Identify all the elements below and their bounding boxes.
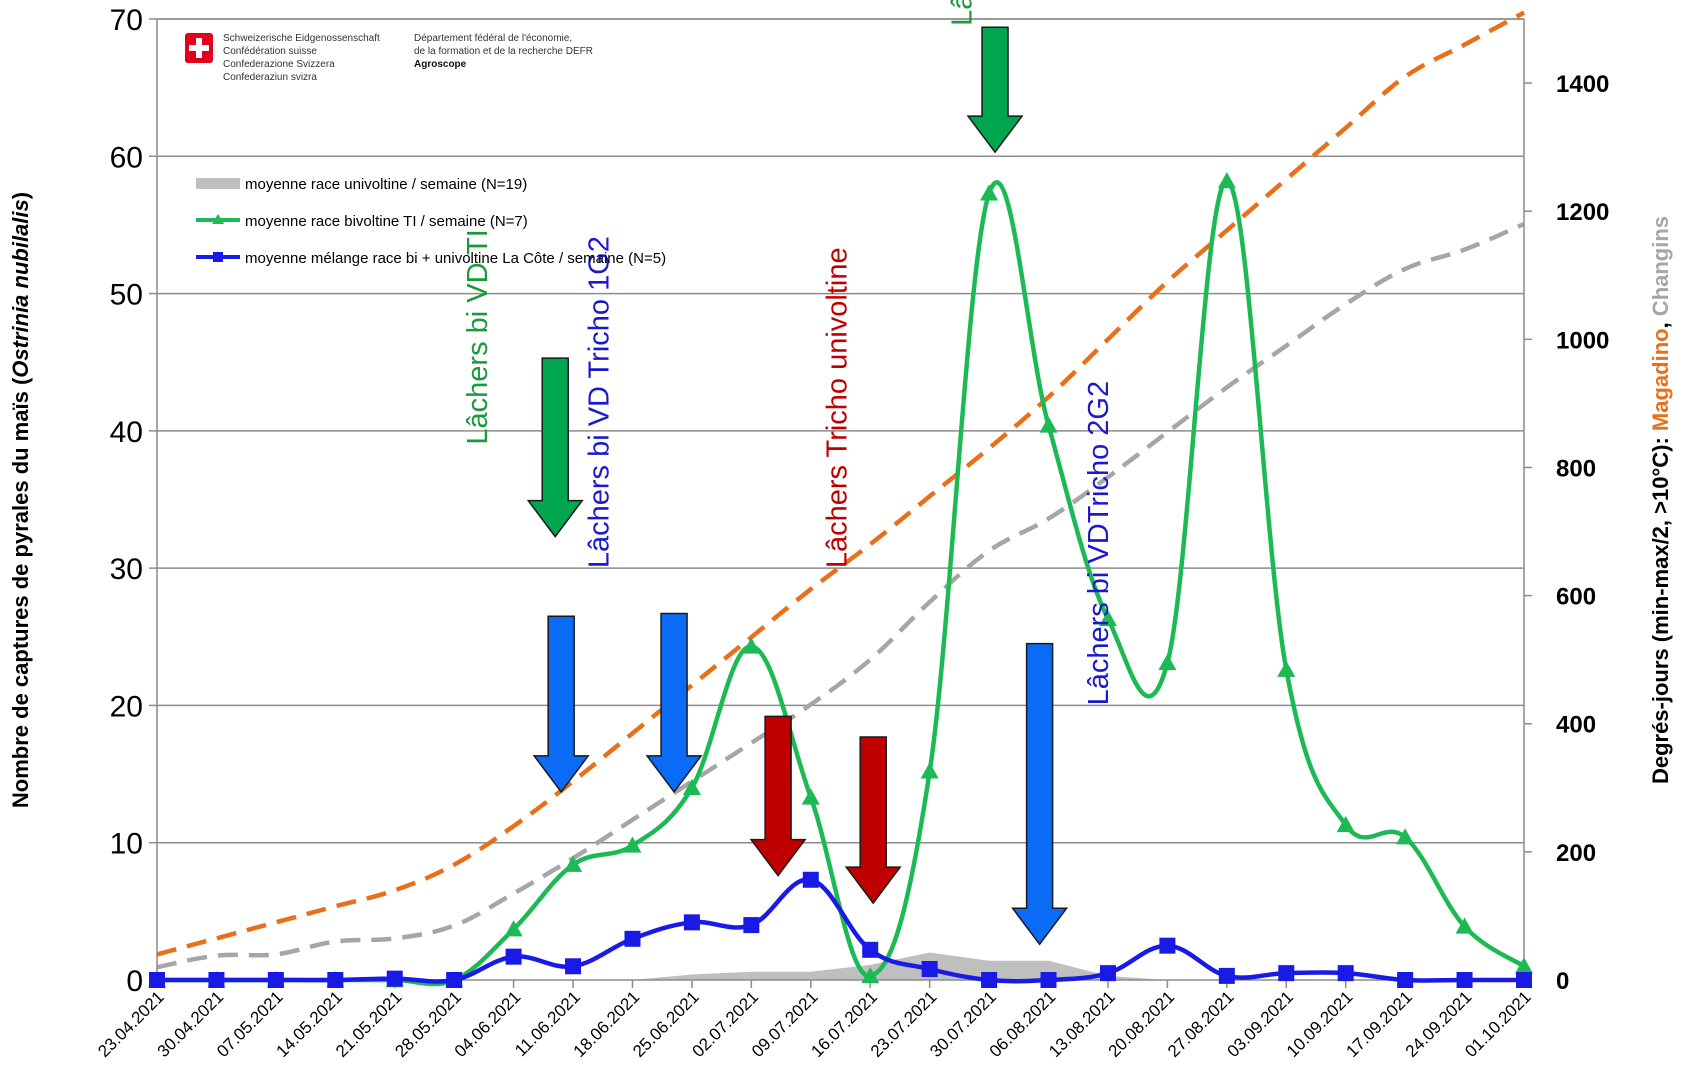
header-left-line-2: Confédération suisse [223, 46, 317, 57]
series-degree-days-4 [156, 221, 1525, 970]
annotation-3: Lâchers bi VD TI [946, 0, 978, 26]
release-arrow-0 [526, 357, 584, 538]
bivoltine-point-19 [1277, 660, 1296, 677]
series-line-2 [157, 877, 1524, 984]
melange-point-8 [624, 930, 641, 947]
melange-point-1 [208, 972, 225, 988]
series-univoltine-area [157, 952, 1524, 980]
melange-point-22 [1456, 972, 1473, 988]
y-axis-left-label: Nombre de captures de pyrales du maïs (O… [8, 192, 33, 808]
annotation-1: Lâchers bi VD Tricho 1G2 [584, 236, 616, 568]
y2-tick-label-7: 1400 [1556, 71, 1609, 98]
y2-tick-label-2: 400 [1556, 712, 1596, 739]
y-axis-right-label: Degrés-jours (min-max/2, >10°C): Magadin… [1648, 216, 1673, 784]
melange-point-13 [921, 961, 938, 978]
header-right-bold: Agroscope [414, 59, 467, 70]
arrows-layer [526, 26, 1069, 946]
y2-tick-label-3: 600 [1556, 584, 1596, 611]
bivoltine-point-10 [742, 637, 761, 654]
bivoltine-point-13 [920, 762, 939, 779]
legend-label-univoltine: moyenne race univoltine / semaine (N=19) [245, 176, 527, 193]
federal-header: Schweizerische Eidgenossenschaft Confédé… [185, 33, 593, 83]
y-tick-label-0: 0 [126, 965, 143, 998]
melange-point-0 [149, 972, 165, 988]
header-right-line-1: Département fédéral de l'économie, [414, 33, 572, 44]
melange-point-20 [1337, 965, 1354, 982]
swiss-flag-icon [185, 33, 213, 63]
y-tick-label-5: 50 [110, 279, 143, 312]
bivoltine-point-18 [1217, 171, 1236, 189]
y-tick-label-7: 70 [110, 4, 143, 37]
melange-point-18 [1218, 967, 1235, 984]
y2-tick-label-5: 1000 [1556, 327, 1609, 354]
melange-point-16 [1099, 965, 1116, 982]
header-left-line-4: Confederaziun svizra [223, 72, 317, 83]
release-arrow-6 [1011, 642, 1069, 946]
annotation-4: Lâchers bi VDTricho 2G2 [1083, 381, 1115, 706]
melange-point-7 [565, 958, 582, 975]
series-degree-days-3 [156, 10, 1526, 957]
legend-marker-bivoltine [212, 214, 224, 224]
bivoltine-point-8 [623, 836, 642, 853]
annotations-layer: Lâchers bi VD TI Lâchers bi VD Tricho 1G2… [462, 0, 1115, 705]
release-arrow-5 [966, 26, 1024, 154]
release-arrow-4 [844, 736, 902, 905]
series-line-1 [157, 178, 1526, 987]
y-tick-label-6: 60 [110, 141, 143, 174]
release-arrow-1 [532, 615, 590, 794]
melange-point-21 [1397, 972, 1414, 988]
release-arrow-3 [749, 715, 807, 877]
univoltine-area-layer [157, 952, 1524, 980]
bivoltine-point-21 [1396, 828, 1415, 845]
melange-point-12 [862, 941, 879, 958]
y-tick-label-2: 20 [110, 690, 143, 723]
annotation-0: Lâchers bi VD TI [462, 229, 494, 444]
bivoltine-point-15 [1039, 416, 1058, 433]
degree-days-layer [156, 10, 1526, 970]
melange-point-11 [802, 871, 819, 888]
bivoltine-point-16 [1098, 609, 1117, 627]
bivoltine-point-22 [1455, 917, 1474, 934]
bivoltine-point-23 [1515, 957, 1533, 974]
melange-point-15 [1040, 972, 1057, 988]
header-right-line-2: de la formation et de la recherche DEFR [414, 46, 593, 57]
melange-point-3 [327, 972, 344, 988]
legend-swatch-univoltine [196, 178, 240, 189]
bivoltine-point-20 [1336, 815, 1355, 833]
bivoltine-point-7 [564, 855, 583, 872]
legend-label-bivoltine: moyenne race bivoltine TI / semaine (N=7… [245, 213, 528, 230]
y-tick-label-1: 10 [110, 828, 143, 861]
bivoltine-point-9 [682, 778, 701, 795]
legend: moyenne race univoltine / semaine (N=19)… [196, 176, 666, 267]
melange-point-23 [1516, 972, 1532, 988]
y2-tick-label-4: 800 [1556, 455, 1596, 482]
melange-point-6 [505, 948, 522, 965]
annotation-2: Lâchers Tricho univoltine [821, 247, 853, 568]
bivoltine-point-11 [801, 788, 820, 805]
y-tick-label-4: 40 [110, 416, 143, 449]
header-left-line-1: Schweizerische Eidgenossenschaft [223, 33, 380, 44]
melange-point-17 [1159, 937, 1176, 954]
y2-tick-label-6: 1200 [1556, 199, 1609, 226]
melange-point-10 [743, 917, 760, 934]
bivoltine-point-14 [980, 184, 999, 201]
y2-tick-label-1: 200 [1556, 840, 1596, 867]
legend-marker-melange [213, 252, 223, 262]
melange-point-5 [446, 972, 463, 988]
markers-layer [148, 171, 1533, 988]
melange-point-19 [1278, 965, 1295, 982]
bivoltine-point-17 [1158, 653, 1177, 671]
y-tick-label-3: 30 [110, 553, 143, 586]
header-left-line-3: Confederazione Svizzera [223, 59, 335, 70]
legend-label-melange: moyenne mélange race bi + univoltine La … [245, 250, 666, 267]
melange-point-2 [267, 972, 284, 988]
release-arrow-2 [645, 612, 703, 794]
bivoltine-point-6 [504, 920, 523, 937]
melange-point-9 [683, 914, 700, 931]
melange-point-14 [981, 972, 998, 988]
melange-point-4 [386, 970, 403, 987]
bivoltine-point-12 [861, 966, 880, 984]
y2-tick-label-0: 0 [1556, 968, 1569, 995]
